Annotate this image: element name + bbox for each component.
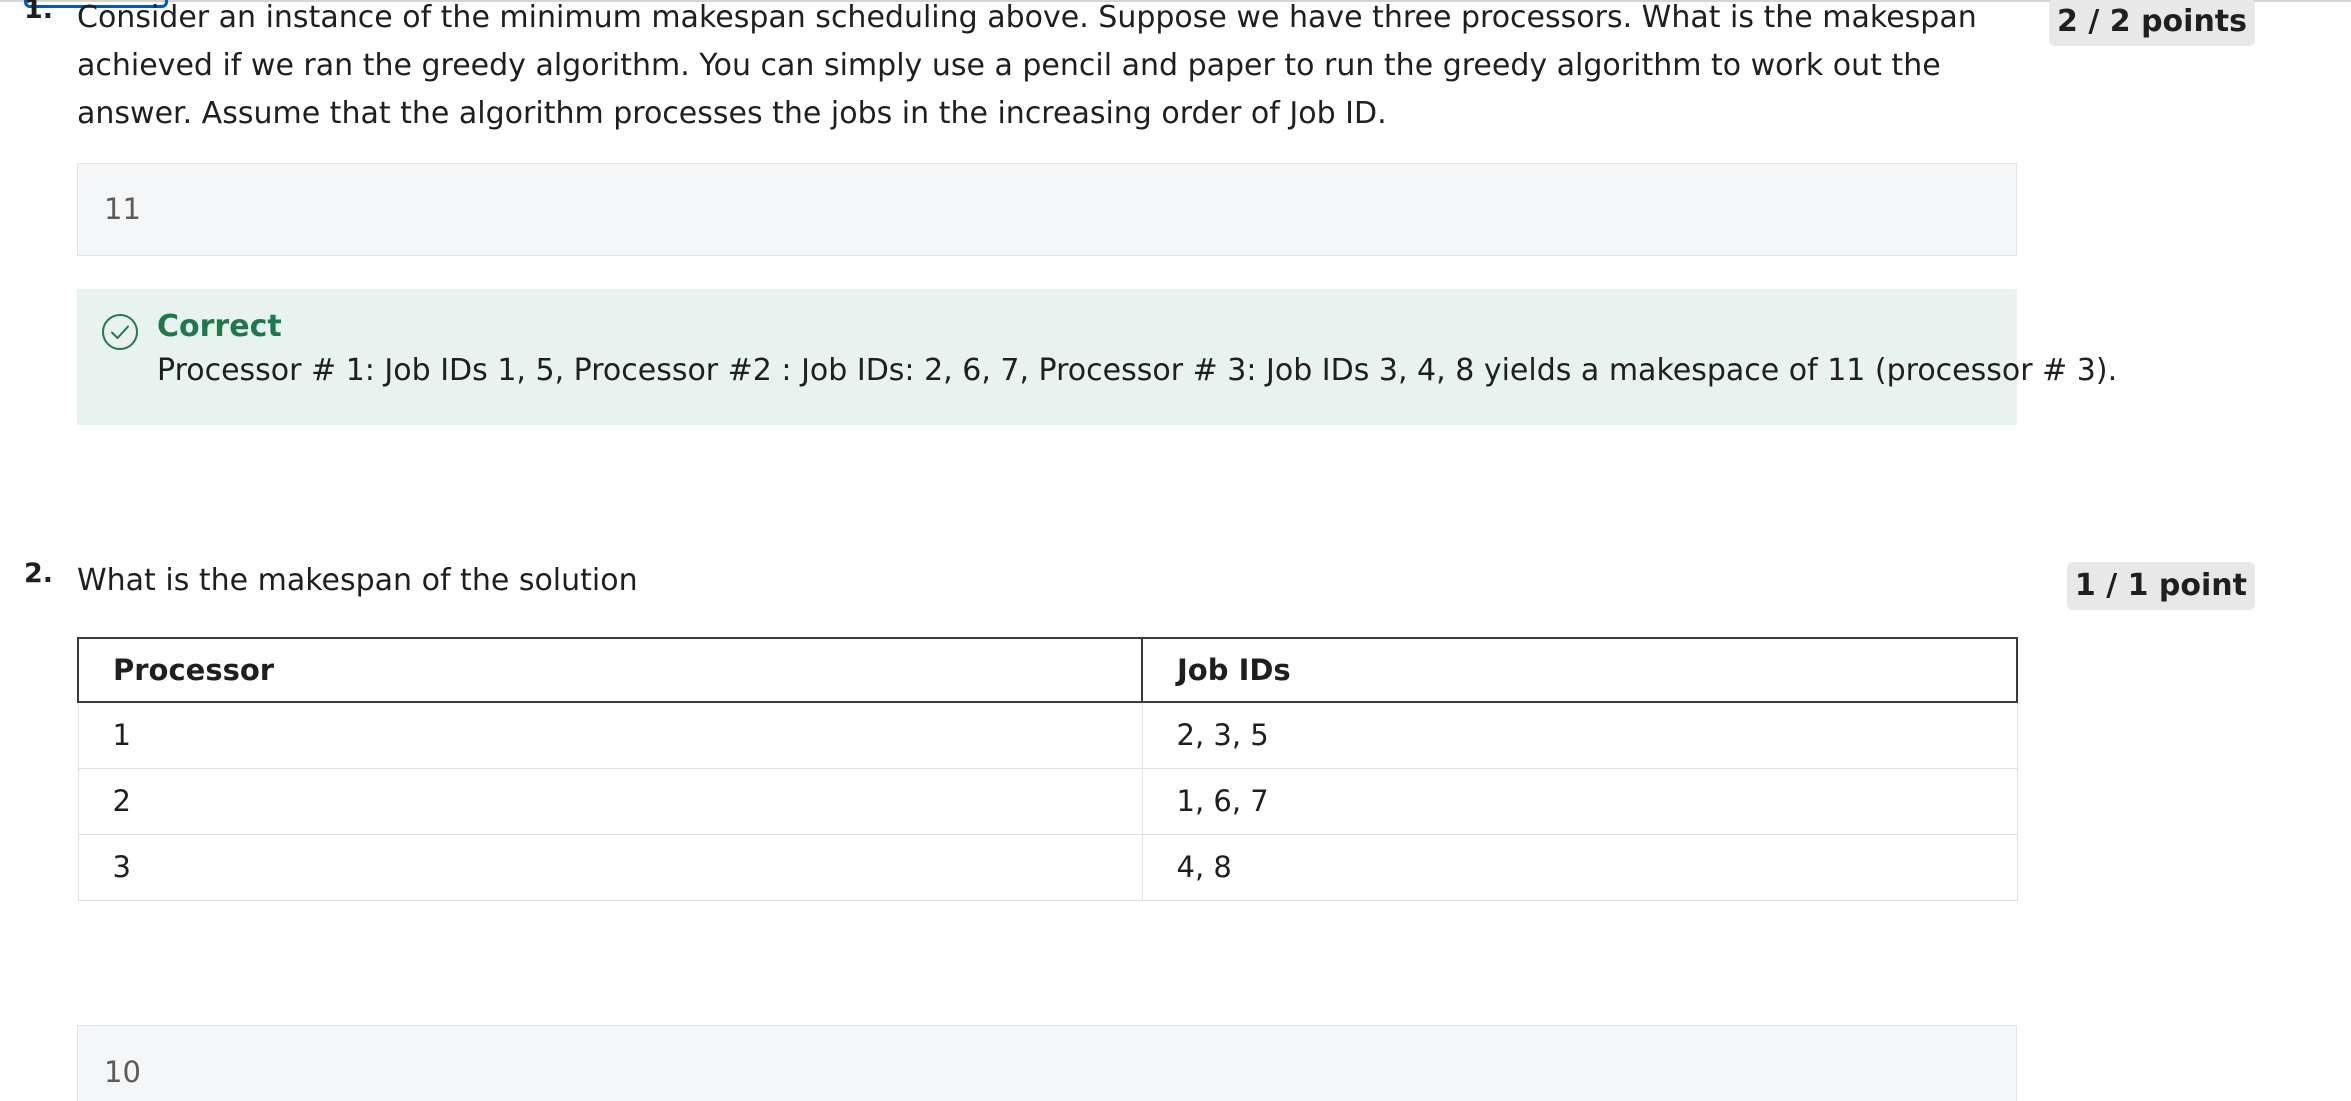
check-circle-icon xyxy=(102,314,138,350)
question-2-answer-box: 10 xyxy=(77,1025,2017,1101)
question-2-number: 2. xyxy=(24,558,54,589)
table-cell: 4, 8 xyxy=(1141,833,2018,901)
table-cell: 2 xyxy=(77,767,1143,835)
table-cell: 1, 6, 7 xyxy=(1141,767,2018,835)
table-cell: 1 xyxy=(77,701,1143,769)
question-1-points-badge: 2 / 2 points xyxy=(2049,0,2255,46)
table-header-job-ids: Job IDs xyxy=(1141,637,2018,703)
table-cell: 3 xyxy=(77,833,1143,901)
processor-jobs-table: Processor Job IDs 1 2, 3, 5 2 1, 6, 7 3 … xyxy=(77,637,2018,901)
table-cell: 2, 3, 5 xyxy=(1141,701,2018,769)
table-header-row: Processor Job IDs xyxy=(77,637,2018,703)
feedback-explanation: Processor # 1: Job IDs 1, 5, Processor #… xyxy=(157,353,2118,388)
table-row: 2 1, 6, 7 xyxy=(77,767,2018,835)
question-2-text: What is the makespan of the solution xyxy=(77,563,638,598)
question-1-text: Consider an instance of the minimum make… xyxy=(77,0,1977,131)
table-row: 3 4, 8 xyxy=(77,833,2018,901)
question-1-number: 1. xyxy=(24,0,54,25)
question-1-answer: 11 xyxy=(104,192,141,226)
question-1-answer-box: 11 xyxy=(77,163,2017,256)
focus-outline xyxy=(24,0,168,8)
question-2-answer: 10 xyxy=(104,1055,141,1089)
table-header-processor: Processor xyxy=(77,637,1143,703)
question-2-points-badge: 1 / 1 point xyxy=(2066,562,2255,610)
table-row: 1 2, 3, 5 xyxy=(77,701,2018,769)
question-1-feedback: Correct Processor # 1: Job IDs 1, 5, Pro… xyxy=(77,289,2117,425)
top-divider xyxy=(0,0,2351,2)
feedback-status: Correct xyxy=(157,309,282,344)
